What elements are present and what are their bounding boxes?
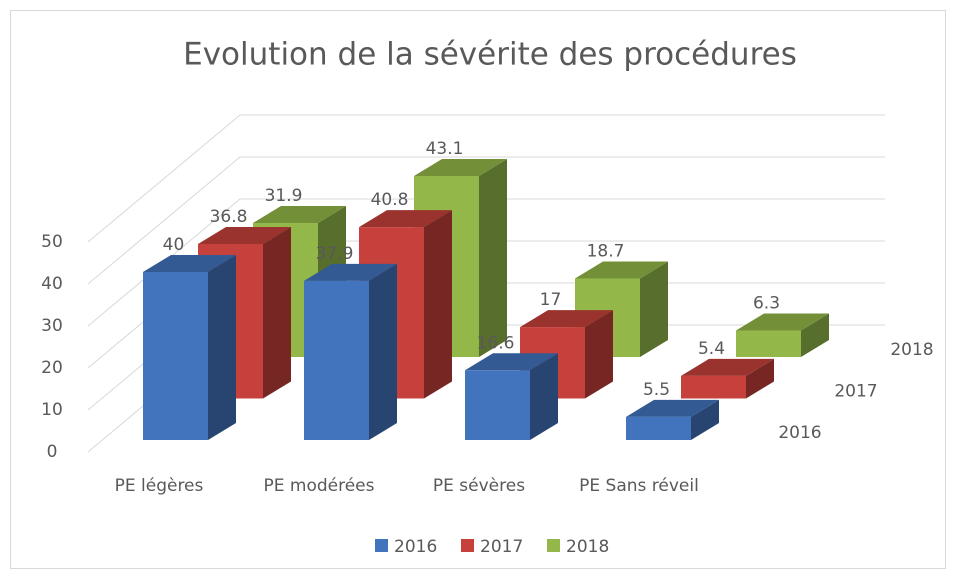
bar bbox=[681, 375, 746, 399]
bar-top bbox=[736, 313, 829, 331]
bar-top bbox=[681, 358, 774, 376]
y-tick-label: 0 bbox=[47, 442, 58, 462]
bar-top bbox=[520, 310, 613, 328]
bar-top bbox=[359, 210, 452, 228]
bar-side bbox=[691, 399, 719, 440]
bar-top bbox=[143, 255, 236, 272]
bar-top bbox=[253, 206, 346, 224]
data-label: 6.3 bbox=[753, 294, 780, 314]
y-tick-label: 30 bbox=[41, 316, 63, 336]
y-tick-label: 20 bbox=[41, 358, 63, 378]
x-tick-label: PE sévères bbox=[433, 476, 525, 496]
bar-top bbox=[304, 263, 397, 281]
data-label: 16.6 bbox=[477, 333, 515, 353]
depth-label: 2016 bbox=[778, 423, 821, 443]
bar bbox=[626, 416, 691, 440]
data-label: 40 bbox=[163, 235, 185, 255]
depth-label: 2018 bbox=[890, 340, 933, 360]
bar bbox=[304, 280, 369, 440]
bar-top bbox=[575, 261, 668, 279]
bar-top bbox=[465, 353, 558, 371]
bar-side bbox=[263, 226, 291, 399]
chart-title: Evolution de la sévérite des procédures bbox=[183, 37, 797, 73]
bar bbox=[736, 330, 801, 357]
legend-label: 2018 bbox=[566, 537, 609, 557]
grid-line bbox=[87, 114, 885, 243]
bar-side bbox=[208, 255, 236, 440]
bar-side bbox=[530, 353, 558, 440]
grid-line bbox=[87, 156, 885, 285]
bar bbox=[143, 272, 208, 440]
data-label: 37.9 bbox=[316, 244, 354, 264]
bar-side bbox=[640, 261, 668, 357]
legend-swatch bbox=[375, 539, 388, 552]
data-label: 31.9 bbox=[265, 186, 303, 206]
data-label: 36.8 bbox=[210, 207, 248, 227]
bar-side bbox=[585, 310, 613, 399]
legend-label: 2017 bbox=[480, 537, 523, 557]
x-tick-label: PE légères bbox=[115, 476, 204, 496]
bar-top bbox=[626, 399, 719, 417]
legend-swatch bbox=[547, 539, 560, 552]
x-tick-label: PE Sans réveil bbox=[579, 476, 699, 496]
data-label: 43.1 bbox=[426, 139, 464, 159]
legend-label: 2016 bbox=[394, 537, 437, 557]
bar-side bbox=[479, 158, 507, 357]
x-tick-label: PE modérées bbox=[264, 476, 375, 496]
data-label: 18.7 bbox=[587, 241, 625, 261]
bar-top bbox=[414, 158, 507, 176]
data-label: 40.8 bbox=[371, 190, 409, 210]
bar-side bbox=[424, 210, 452, 399]
data-label: 5.4 bbox=[698, 339, 725, 359]
y-tick-label: 10 bbox=[41, 400, 63, 420]
y-tick-label: 50 bbox=[41, 232, 63, 252]
y-tick-label: 40 bbox=[41, 274, 63, 294]
bar-top bbox=[198, 226, 291, 244]
data-label: 17 bbox=[540, 290, 562, 310]
data-label: 5.5 bbox=[643, 380, 670, 400]
bar-side bbox=[369, 263, 397, 440]
bar-side bbox=[746, 358, 774, 399]
grid-line bbox=[87, 198, 885, 327]
legend-swatch bbox=[461, 539, 474, 552]
bar bbox=[465, 370, 530, 440]
depth-label: 2017 bbox=[834, 382, 877, 402]
bar-side bbox=[801, 313, 829, 357]
